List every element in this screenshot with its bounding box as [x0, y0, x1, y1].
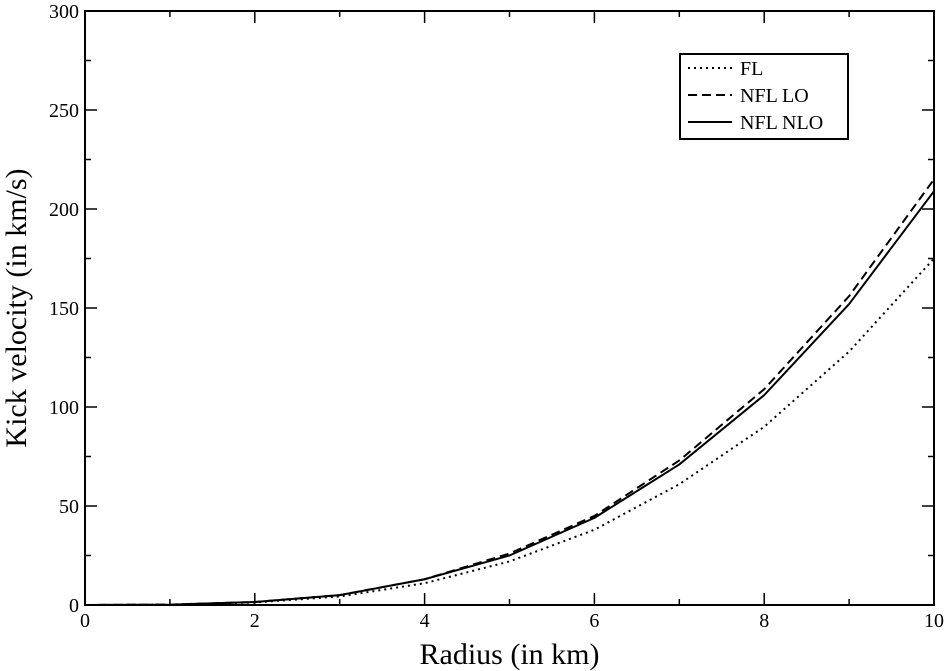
x-axis-title: Radius (in km)	[420, 638, 600, 671]
series-layer	[84, 178, 935, 606]
y-tick-label: 50	[59, 496, 79, 518]
y-tick-label: 250	[49, 100, 79, 122]
y-tick-label: 150	[49, 298, 79, 320]
y-tick-label: 0	[69, 595, 79, 617]
series-line-nfl-nlo	[84, 190, 935, 606]
series-line-fl	[84, 257, 935, 606]
y-tick-label: 100	[49, 397, 79, 419]
plot-frame	[84, 10, 935, 606]
legend-label: NFL NLO	[740, 112, 823, 134]
y-axis-ticks: 0 50 100 150 200 250 300	[49, 1, 934, 617]
x-tick-label: 8	[759, 610, 769, 632]
legend-label: NFL LO	[740, 85, 809, 107]
x-tick-label: 2	[250, 610, 260, 632]
x-tick-label: 10	[924, 610, 944, 632]
x-tick-label: 4	[420, 610, 430, 632]
x-tick-label: 0	[80, 610, 90, 632]
y-tick-label: 200	[49, 199, 79, 221]
x-tick-label: 6	[589, 610, 599, 632]
y-axis-title: Kick velocity (in km/s)	[0, 168, 33, 447]
legend: FL NFL LO NFL NLO	[679, 53, 849, 140]
y-tick-label: 300	[49, 1, 79, 23]
series-line-nfl-lo	[84, 178, 935, 606]
legend-label: FL	[740, 58, 763, 80]
